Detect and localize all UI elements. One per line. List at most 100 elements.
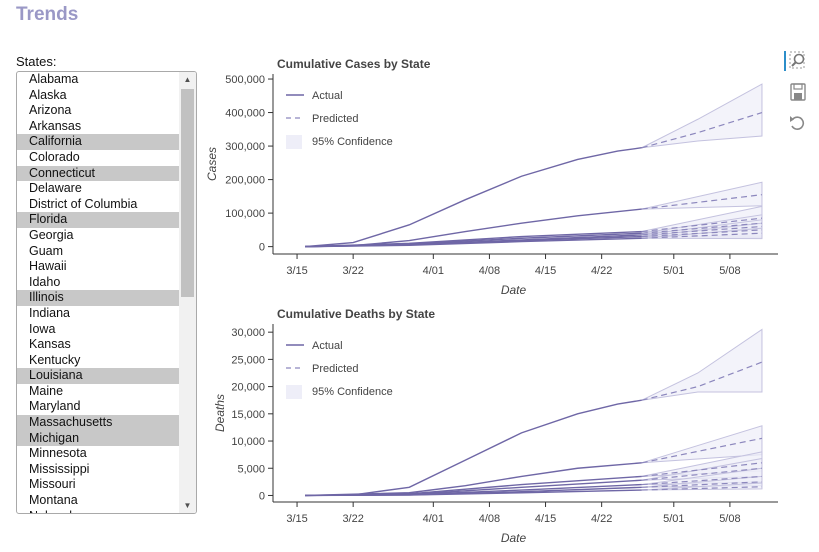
y-tick-label: 25,000 <box>231 354 265 366</box>
actual-line <box>305 237 642 248</box>
listbox-scrollbar[interactable]: ▲ ▼ <box>179 72 196 513</box>
x-tick-label: 5/08 <box>719 513 740 525</box>
x-axis-label: Date <box>501 531 527 545</box>
list-item[interactable]: Arizona <box>29 103 72 118</box>
chart-title: Cumulative Deaths by State <box>277 307 435 321</box>
confidence-band <box>641 181 763 210</box>
scroll-down-icon[interactable]: ▼ <box>183 501 192 510</box>
list-item[interactable]: Idaho <box>29 274 61 289</box>
predicted-line <box>641 225 763 236</box>
y-tick-label: 400,000 <box>225 108 265 120</box>
list-item[interactable]: Mississippi <box>29 461 90 476</box>
predicted-line <box>641 194 763 210</box>
list-item[interactable]: Louisiana <box>17 368 179 384</box>
zoom-icon[interactable] <box>784 50 808 72</box>
y-axis-label: Cases <box>205 147 219 181</box>
legend-label: 95% Confidence <box>312 136 393 148</box>
legend-label: Predicted <box>312 113 358 125</box>
predicted-line <box>641 222 763 234</box>
list-item[interactable]: Massachusetts <box>17 415 179 431</box>
states-list: Alabama Alaska Arizona Arkansas California Co… <box>17 72 179 513</box>
list-item[interactable]: Colorado <box>29 149 80 164</box>
list-item[interactable]: Alabama <box>29 72 79 86</box>
x-tick-label: 5/01 <box>663 265 684 277</box>
x-tick-label: 4/01 <box>423 513 444 525</box>
list-item[interactable]: Florida <box>17 212 179 228</box>
predicted-line <box>641 486 762 491</box>
predicted-line <box>641 481 762 488</box>
x-tick-label: 4/01 <box>423 265 444 277</box>
actual-line <box>305 399 642 497</box>
legend-confidence-swatch <box>286 385 302 399</box>
list-item[interactable]: Alaska <box>29 87 67 102</box>
legend-label: Predicted <box>312 363 358 375</box>
list-item[interactable]: Montana <box>29 493 78 508</box>
list-item[interactable]: Maine <box>29 383 64 398</box>
y-tick-label: 15,000 <box>231 409 265 421</box>
confidence-band <box>641 482 763 491</box>
x-tick-label: 3/22 <box>342 513 363 525</box>
y-tick-label: 0 <box>259 242 265 254</box>
y-tick-label: 30,000 <box>231 327 265 339</box>
list-item[interactable]: Kentucky <box>29 352 81 367</box>
predicted-line <box>641 467 763 481</box>
x-tick-label: 4/15 <box>535 265 556 277</box>
chart-toolbar <box>780 48 810 148</box>
predicted-line <box>641 361 763 401</box>
actual-line <box>305 147 642 248</box>
chart-title: Cumulative Cases by State <box>277 57 431 71</box>
list-item[interactable]: Kansas <box>29 337 71 352</box>
predicted-line <box>641 437 763 464</box>
list-item[interactable]: Arkansas <box>29 118 82 133</box>
list-item[interactable]: District of Columbia <box>29 196 138 211</box>
page-title: Trends <box>16 4 79 25</box>
x-tick-label: 5/08 <box>719 265 740 277</box>
states-label: States: <box>16 54 57 69</box>
list-item[interactable]: Minnesota <box>29 446 87 461</box>
legend-confidence-swatch <box>286 135 302 149</box>
x-tick-label: 4/08 <box>479 265 500 277</box>
list-item[interactable]: Guam <box>29 243 64 258</box>
confidence-band <box>641 83 763 149</box>
list-item[interactable]: Hawaii <box>29 259 67 274</box>
list-item[interactable]: California <box>17 134 179 150</box>
states-listbox[interactable]: Alabama Alaska Arizona Arkansas California Co… <box>16 71 197 514</box>
actual-line <box>305 489 642 497</box>
y-axis-label: Deaths <box>213 394 227 432</box>
list-item[interactable]: Maryland <box>29 399 81 414</box>
legend-label: Actual <box>312 340 343 352</box>
list-item[interactable]: Delaware <box>29 181 82 196</box>
y-tick-label: 100,000 <box>225 208 265 220</box>
y-tick-label: 20,000 <box>231 382 265 394</box>
list-item[interactable]: Georgia <box>29 227 74 242</box>
predicted-line <box>641 217 763 233</box>
x-tick-label: 5/01 <box>663 513 684 525</box>
deaths-chart: Cumulative Deaths by State 0 5,000 10,000 15… <box>213 307 778 545</box>
list-item[interactable]: Illinois <box>17 290 179 306</box>
confidence-band <box>641 425 763 464</box>
predicted-line <box>641 232 762 239</box>
list-item[interactable]: Michigan <box>17 430 179 447</box>
predicted-line <box>641 229 763 238</box>
list-item[interactable]: Nebraska <box>17 509 179 513</box>
cases-chart: Cumulative Cases by State 0 100,000 200,000… <box>205 57 778 297</box>
scroll-up-icon[interactable]: ▲ <box>183 75 192 84</box>
x-tick-label: 3/15 <box>286 265 307 277</box>
scroll-thumb[interactable] <box>181 89 194 297</box>
list-item[interactable]: Connecticut <box>17 165 179 182</box>
predicted-line <box>641 462 763 478</box>
y-tick-label: 300,000 <box>225 141 265 153</box>
y-tick-label: 5,000 <box>237 463 265 475</box>
legend-label: Actual <box>312 90 343 102</box>
reset-icon[interactable] <box>784 112 808 134</box>
x-tick-label: 4/22 <box>591 265 612 277</box>
save-icon[interactable] <box>784 82 808 104</box>
predicted-line <box>641 475 763 486</box>
list-item[interactable]: Missouri <box>29 477 76 492</box>
y-tick-label: 200,000 <box>225 175 265 187</box>
list-item[interactable]: Iowa <box>29 321 56 336</box>
list-item[interactable]: Indiana <box>29 305 71 320</box>
x-tick-label: 3/22 <box>342 265 363 277</box>
confidence-band <box>641 328 763 401</box>
predicted-line <box>641 111 763 149</box>
